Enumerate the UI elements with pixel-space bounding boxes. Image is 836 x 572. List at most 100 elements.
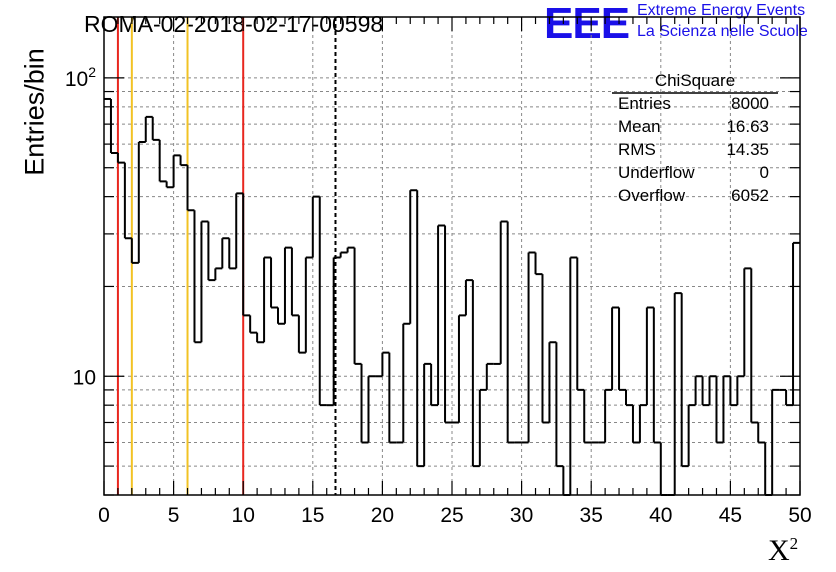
histogram-bin	[673, 292, 682, 495]
histogram-bin	[722, 375, 731, 443]
histogram-bin	[193, 210, 202, 344]
histogram-bin	[729, 376, 738, 407]
histogram-bin	[423, 362, 432, 467]
histogram-bin	[263, 256, 272, 343]
histogram-bin	[562, 466, 571, 496]
stats-label: Entries	[618, 94, 671, 113]
histogram-bin	[277, 307, 285, 325]
histogram-bin	[485, 362, 494, 390]
histogram-bin	[471, 280, 480, 468]
histogram-bin	[186, 165, 195, 212]
histogram-bin	[116, 153, 125, 164]
stats-value: 8000	[731, 94, 769, 113]
histogram-bin	[311, 195, 320, 258]
histogram-bin	[680, 293, 689, 468]
y-tick-label: 10	[73, 366, 96, 389]
histogram-bin	[332, 256, 341, 406]
stats-value: 6052	[731, 186, 769, 205]
histogram-bin	[437, 224, 446, 406]
histogram-bin	[534, 252, 543, 276]
eee-logo: EEE	[544, 0, 630, 48]
x-tick-label: 20	[371, 504, 394, 527]
histogram-bin	[318, 196, 327, 407]
histogram-bin	[430, 363, 439, 407]
histogram-bin	[256, 332, 265, 344]
histogram-bin	[228, 238, 237, 270]
histogram-bin	[130, 238, 139, 264]
x-tick-label: 40	[649, 504, 672, 527]
histogram-bin	[457, 314, 466, 423]
histogram-bin	[235, 192, 244, 269]
histogram-bin	[353, 247, 362, 365]
histogram-bin	[785, 389, 794, 407]
histogram-bin	[478, 388, 487, 467]
x-tick-label: 5	[168, 504, 180, 527]
histogram-bin	[165, 181, 174, 189]
histogram-bin	[638, 404, 647, 443]
histogram-bin	[687, 404, 696, 467]
histogram-bin	[583, 389, 592, 444]
histogram-bin	[506, 221, 515, 444]
histogram-bin	[214, 267, 223, 281]
histogram-bin	[701, 376, 710, 407]
histogram-bin	[270, 257, 278, 309]
logo-text-line1: Extreme Energy Events	[637, 2, 806, 19]
histogram-bin	[221, 237, 230, 269]
histogram-bin	[750, 268, 759, 424]
histogram	[104, 97, 800, 496]
histogram-bin	[736, 375, 745, 406]
histogram-bin	[499, 220, 508, 364]
plot-title: ROMA-02-2018-02-17-00598	[84, 11, 384, 37]
x-tick-label: 15	[301, 504, 324, 527]
histogram-bin	[360, 363, 369, 444]
histogram-bin	[409, 189, 418, 324]
histogram-bin	[757, 422, 766, 444]
reference-lines	[116, 17, 337, 495]
x-tick-label: 10	[232, 504, 255, 527]
histogram-bin	[388, 352, 397, 444]
histogram-bin	[249, 315, 258, 334]
histogram-bin	[645, 306, 654, 406]
histogram-bin	[618, 307, 626, 391]
histogram-bin	[652, 307, 661, 444]
histogram-bin	[569, 256, 578, 495]
histogram-bin	[708, 375, 717, 406]
histogram-bin	[611, 306, 620, 390]
histogram-bin	[172, 154, 181, 188]
x-tick-label: 35	[580, 504, 603, 527]
histogram-bin	[625, 389, 633, 407]
histogram-bin	[792, 241, 800, 406]
x-tick-label: 50	[788, 504, 811, 527]
histogram-bin	[304, 256, 313, 353]
x-axis-label-superscript: 2	[789, 534, 799, 553]
histogram-bin	[179, 155, 188, 167]
histogram-bin	[444, 225, 452, 424]
histogram-bin	[659, 442, 668, 496]
x-axis-label: X2	[768, 534, 798, 568]
logo-text-line2: La Scienza nelle Scuole	[637, 23, 808, 40]
stats-label: Underflow	[618, 163, 695, 182]
histogram-bin	[339, 251, 348, 258]
x-tick-label: 25	[440, 504, 463, 527]
stats-value: 0	[760, 163, 769, 182]
histogram-bin	[555, 342, 564, 468]
histogram-bin	[144, 115, 153, 142]
stats-label: Mean	[618, 117, 661, 136]
histogram-bin	[297, 315, 306, 354]
histogram-bin	[151, 116, 160, 141]
histogram-bin	[402, 322, 411, 443]
histogram-bin	[123, 162, 132, 240]
histogram-bin	[290, 247, 299, 317]
histogram-bin	[764, 442, 773, 496]
histogram-bin	[367, 375, 376, 443]
histogram-bin	[464, 279, 473, 316]
histogram-bin	[381, 351, 390, 377]
histogram-bin	[576, 257, 585, 391]
histogram-bin	[771, 388, 780, 495]
histogram-bin	[137, 140, 146, 263]
histogram-bin	[715, 376, 724, 444]
histogram-bin	[527, 251, 536, 443]
x-tick-label: 45	[719, 504, 742, 527]
histogram-bin	[416, 190, 425, 468]
stats-label: RMS	[618, 140, 656, 159]
